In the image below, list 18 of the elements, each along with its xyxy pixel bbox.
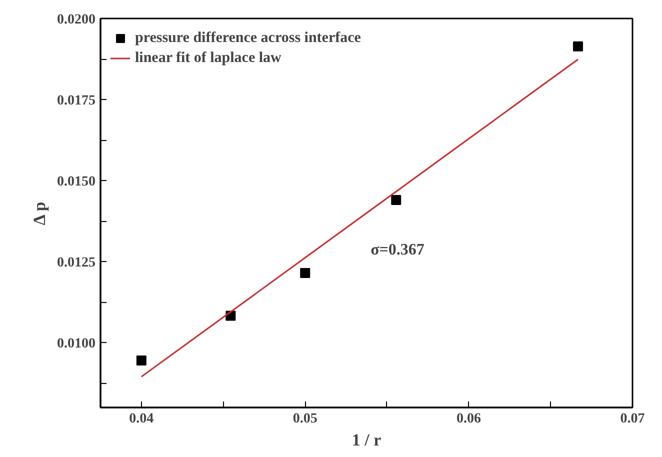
point <box>136 355 146 366</box>
legend-label: linear fit of laplace law <box>135 50 282 66</box>
x-tick-label: 0.07 <box>620 412 645 426</box>
y-axis-title: Δ p <box>30 202 49 226</box>
x-axis-title: 1 / r <box>352 430 382 450</box>
y-tick-label: 0.0200 <box>57 12 96 28</box>
y-tick-label: 0.0100 <box>57 336 96 352</box>
point <box>391 195 402 206</box>
annotation: σ=0.367 <box>370 241 424 258</box>
point <box>300 268 310 278</box>
x-tick-label: 0.04 <box>129 412 154 426</box>
point <box>572 41 583 52</box>
x-tick-label: 0.06 <box>456 412 482 426</box>
y-tick-label: 0.0175 <box>57 94 96 109</box>
y-tick-label: 0.0150 <box>57 174 96 190</box>
legend-label: pressure difference across interface <box>135 30 361 46</box>
x-tick-label: 0.05 <box>292 412 318 426</box>
y-tick-label: 0.0125 <box>57 256 96 271</box>
